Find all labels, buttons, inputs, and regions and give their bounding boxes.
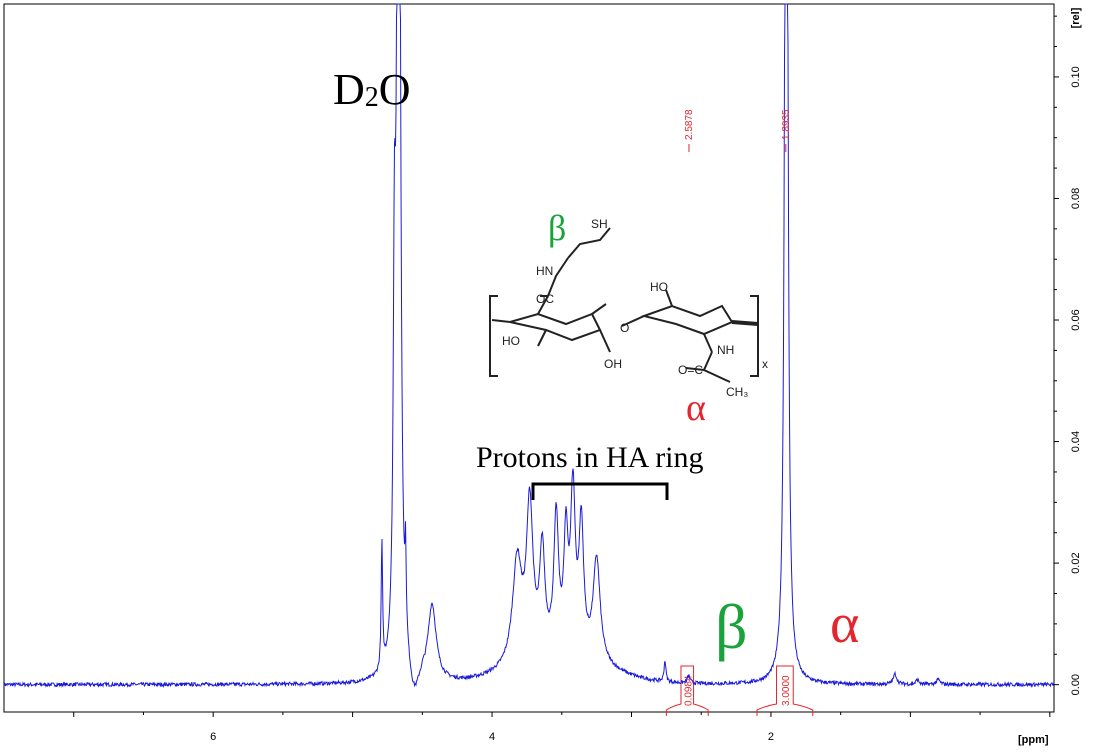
- y-tick-label: 0.00: [1070, 674, 1082, 695]
- integral-label: 3.0000: [781, 675, 792, 706]
- y-tick-label: 0.10: [1070, 66, 1082, 87]
- svg-text:HO: HO: [650, 280, 668, 294]
- svg-text:HO: HO: [502, 334, 520, 348]
- beta-peak-label: β: [715, 591, 748, 662]
- ha-ring-label: Protons in HA ring: [476, 441, 704, 474]
- molecule-labels: SH HN OC HO OH O HO NH O=C CH₃ x β α: [502, 208, 768, 429]
- y-tick-label: 0.02: [1070, 552, 1082, 573]
- spectrum-line: [3, 3, 1055, 689]
- integral-bracket: [665, 665, 709, 716]
- thiol-ha-structure: [489, 227, 759, 383]
- y-unit-label: [rel]: [1070, 7, 1082, 28]
- x-unit-label: [ppm]: [1018, 734, 1049, 746]
- svg-text:SH: SH: [591, 217, 608, 231]
- svg-text:x: x: [762, 357, 768, 371]
- integral-label: 0.0984: [683, 675, 694, 706]
- integral-bracket: [756, 665, 814, 716]
- svg-text:β: β: [548, 208, 566, 248]
- svg-text:O: O: [620, 321, 629, 335]
- peak-label: 1.8935: [781, 109, 792, 140]
- peak-label: 2.5878: [684, 109, 695, 140]
- svg-text:OH: OH: [604, 357, 622, 371]
- y-tick-label: 0.06: [1070, 309, 1082, 330]
- d2o-label: D2O: [333, 65, 411, 114]
- x-tick-label: 6: [210, 731, 216, 743]
- ha-ring-bracket: [531, 482, 669, 500]
- svg-text:O=C: O=C: [678, 363, 703, 377]
- svg-text:CH₃: CH₃: [726, 385, 748, 399]
- integral-curves: 0.0984 3.0000: [665, 665, 814, 716]
- alpha-peak-label: α: [830, 593, 859, 655]
- svg-text:HN: HN: [536, 264, 553, 278]
- x-tick-label: 2: [768, 731, 774, 743]
- y-tick-label: 0.08: [1070, 188, 1082, 209]
- svg-text:α: α: [686, 387, 706, 429]
- x-tick-label: 4: [489, 731, 495, 743]
- peak-labels: 2.5878 1.8935: [684, 109, 792, 152]
- axis-ticks: 6 4 2 0.00 0.02 0.04 0.06 0.08 0.10: [73, 15, 1082, 743]
- plot-frame: [3, 3, 1055, 713]
- y-tick-label: 0.04: [1070, 431, 1082, 452]
- svg-text:NH: NH: [717, 343, 734, 357]
- svg-text:OC: OC: [536, 292, 554, 306]
